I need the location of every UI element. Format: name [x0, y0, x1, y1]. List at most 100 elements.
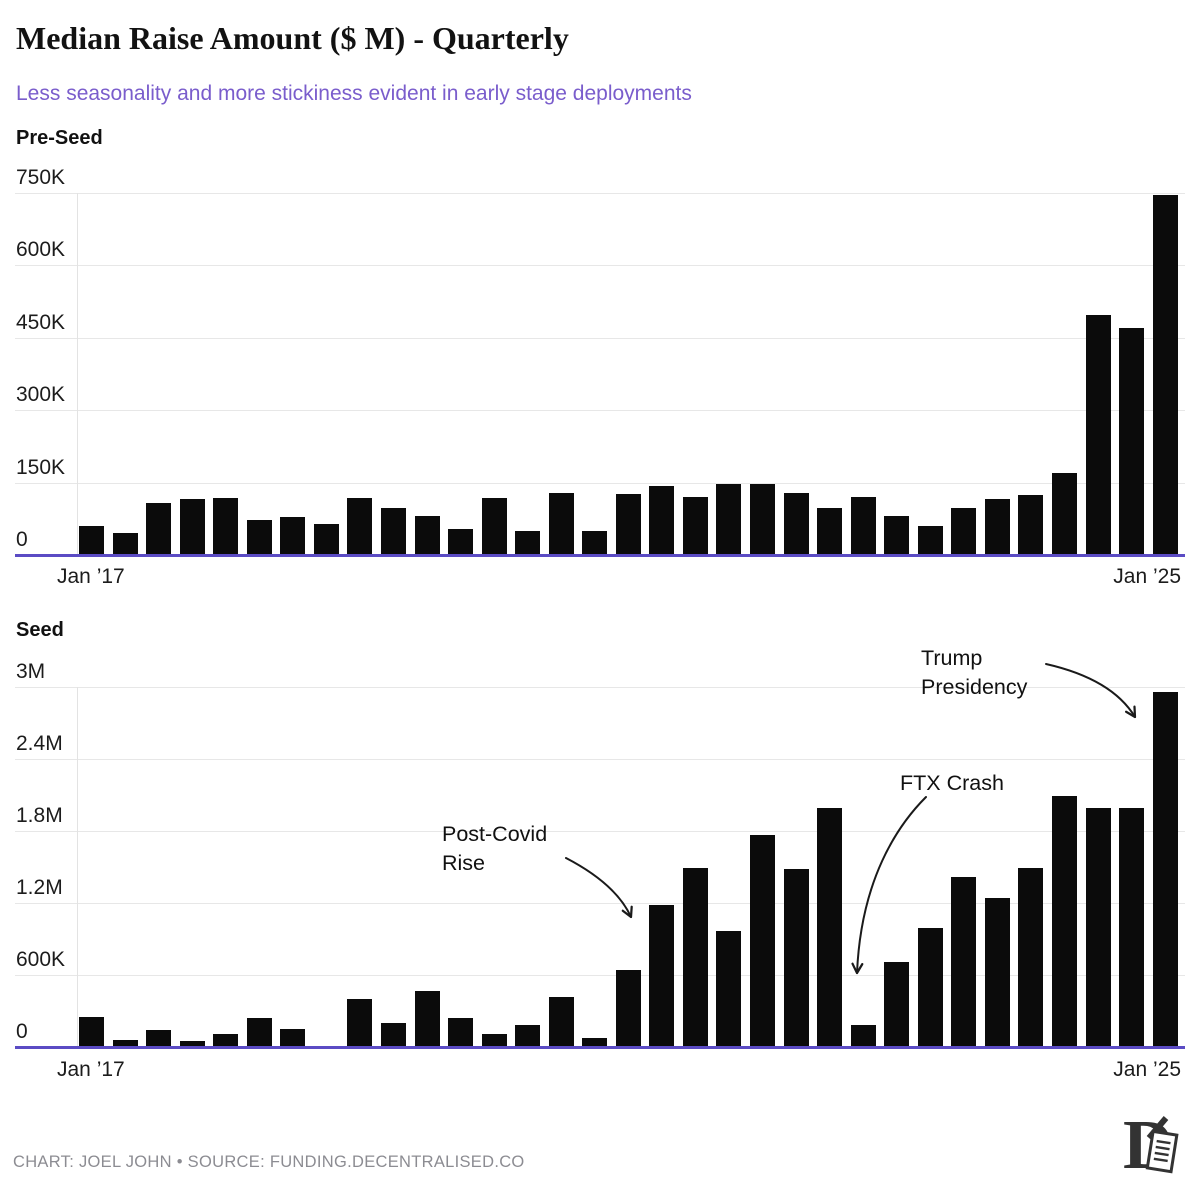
y-tick-label-150K: 150K	[16, 455, 66, 479]
gridline-600K	[15, 265, 1185, 267]
y-tick-label-0: 0	[16, 528, 28, 551]
bar-q28	[984, 499, 1010, 556]
ftx-crash-arrow	[851, 796, 927, 975]
annotation-ftx-crash: FTX Crash	[900, 771, 1004, 795]
y-tick-label-300K: 300K	[16, 383, 66, 407]
bar-q4	[179, 499, 205, 556]
bar-q22	[783, 869, 809, 1048]
bar-q17	[615, 494, 641, 556]
trump-presidency-arrow	[1045, 663, 1137, 719]
gridline-450K	[15, 337, 1185, 339]
bar-q26	[917, 928, 943, 1048]
x-axis-baseline	[15, 1046, 1185, 1049]
y-tick-label-1.2M: 1.2M	[16, 876, 63, 899]
gridline-1.2M	[15, 903, 1185, 904]
bar-q11	[414, 991, 440, 1048]
bar-q30	[1051, 472, 1077, 556]
x-axis-baseline	[15, 554, 1185, 557]
y-tick-label-600K: 600K	[16, 948, 66, 971]
bar-q7	[280, 1029, 306, 1048]
y-tick-label-450K: 450K	[16, 310, 66, 334]
bar-q24	[850, 1024, 876, 1048]
bar-q6	[246, 520, 272, 556]
bar-q11	[414, 515, 440, 556]
chart-credit: CHART: JOEL JOHN • SOURCE: FUNDING.DECEN…	[13, 1153, 525, 1171]
bar-q31	[1085, 315, 1111, 556]
y-tick-label-1.8M: 1.8M	[16, 804, 63, 827]
bar-q23	[817, 508, 843, 556]
bar-q29	[1018, 868, 1044, 1048]
bar-q22	[783, 492, 809, 556]
bar-q17	[615, 970, 641, 1048]
seed-x-axis-start-label: Jan ’17	[57, 1058, 125, 1081]
bar-q13	[481, 497, 507, 556]
bar-q8	[313, 523, 339, 556]
chart-subtitle: Less seasonality and more stickiness evi…	[16, 82, 692, 105]
bar-q5	[213, 1033, 239, 1048]
bar-q12	[448, 1018, 473, 1048]
bar-q33	[1152, 691, 1178, 1048]
bar-q10	[380, 507, 406, 556]
y-axis-line	[77, 193, 78, 555]
bar-q2	[112, 1040, 138, 1048]
pre-seed-x-axis-end-label: Jan ’25	[1113, 565, 1181, 588]
bar-q20	[716, 930, 742, 1048]
seed-x-axis-end-label: Jan ’25	[1113, 1058, 1181, 1081]
gridline-750K	[15, 193, 1185, 194]
bar-q5	[213, 497, 239, 556]
bar-q9	[347, 999, 373, 1048]
bar-q3	[146, 1030, 172, 1048]
gridline-150K	[15, 482, 1185, 484]
bar-q32	[1119, 808, 1144, 1048]
seed-chart-label: Seed	[16, 619, 64, 641]
y-tick-label-2.4M: 2.4M	[16, 732, 63, 755]
y-axis-line	[77, 687, 78, 1047]
bar-q29	[1018, 495, 1044, 556]
bar-q26	[917, 526, 943, 556]
bar-q13	[481, 1033, 507, 1048]
bar-q14	[515, 530, 541, 556]
bar-q10	[380, 1023, 406, 1048]
bar-q28	[984, 898, 1010, 1048]
bar-q15	[548, 492, 574, 556]
bar-q14	[515, 1024, 541, 1048]
bar-q19	[682, 868, 708, 1048]
y-tick-label-0: 0	[16, 1020, 28, 1043]
post-covid-arrow	[565, 857, 633, 919]
bar-q7	[280, 516, 306, 556]
page-title: Median Raise Amount ($ M) - Quarterly	[16, 20, 569, 56]
bar-q25	[884, 961, 910, 1048]
bar-q19	[682, 496, 708, 556]
pre-seed-x-axis-start-label: Jan ’17	[57, 565, 125, 588]
gridline-1.8M	[15, 831, 1185, 832]
bar-q4	[179, 1041, 205, 1048]
bar-q33	[1152, 195, 1178, 556]
bar-q1	[79, 526, 104, 556]
bar-q25	[884, 515, 910, 556]
bar-q27	[951, 508, 977, 556]
gridline-2.4M	[15, 759, 1185, 760]
y-tick-label-600K: 600K	[16, 238, 66, 262]
pre-seed-chart-label: Pre-Seed	[16, 127, 103, 149]
bar-q3	[146, 502, 172, 556]
bar-q18	[649, 486, 675, 556]
y-tick-label-750K: 750K	[16, 166, 66, 189]
bar-q2	[112, 532, 138, 556]
bar-q21	[750, 483, 775, 556]
bar-q16	[582, 530, 608, 556]
bar-q21	[750, 834, 775, 1048]
bar-q18	[649, 905, 675, 1048]
bar-q20	[716, 484, 742, 556]
bar-q12	[448, 529, 473, 556]
decentralised-logo-icon: D	[1123, 1107, 1179, 1184]
gridline-600K	[15, 975, 1185, 976]
bar-q15	[548, 996, 574, 1048]
annotation-trump-presidency: Trump Presidency	[921, 646, 1028, 699]
gridline-300K	[15, 410, 1185, 412]
y-tick-label-3M: 3M	[16, 660, 46, 683]
bar-q30	[1051, 796, 1077, 1048]
bar-q32	[1119, 327, 1144, 556]
